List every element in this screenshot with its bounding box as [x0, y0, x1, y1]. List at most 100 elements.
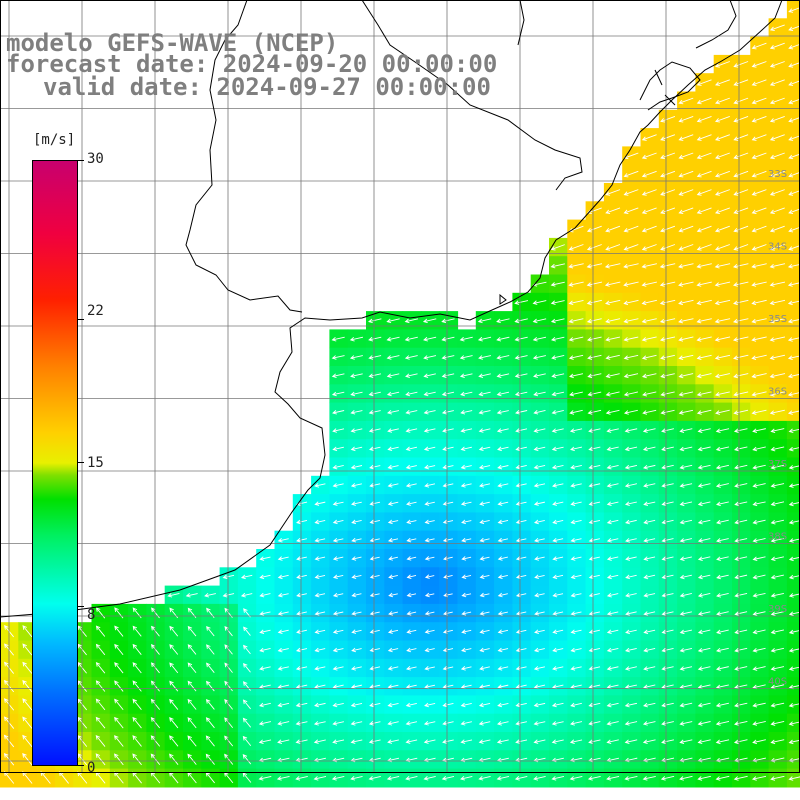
wind-arrow [95, 680, 106, 692]
wind-arrow [406, 629, 417, 634]
wind-arrow [514, 318, 528, 324]
wind-arrow [479, 519, 490, 525]
wind-arrow [479, 574, 490, 579]
wind-arrow [332, 483, 344, 488]
wind-arrow [606, 501, 619, 506]
wind-arrow [533, 666, 545, 671]
wind-arrow [331, 373, 345, 378]
wind-arrow [368, 721, 381, 726]
wind-arrow [696, 281, 712, 287]
wind-arrow [424, 592, 435, 598]
wind-arrow [479, 537, 490, 543]
wind-arrow [641, 152, 657, 160]
wind-arrow [132, 735, 142, 747]
wind-arrow [623, 170, 639, 178]
colorbar-tick [78, 606, 84, 607]
wind-arrow [423, 410, 436, 415]
wind-arrow [679, 593, 692, 598]
wind-arrow [770, 483, 785, 488]
wind-arrow [551, 410, 564, 415]
wind-arrow [788, 428, 800, 434]
wind-arrow [660, 115, 676, 123]
wind-arrow [788, 776, 800, 781]
wind-arrow [350, 464, 363, 470]
wind-arrow [477, 318, 492, 324]
wind-arrow [368, 446, 381, 452]
valid-date: valid date: 2024-09-27 00:00:00 [43, 73, 491, 101]
wind-arrow [515, 428, 528, 433]
wind-arrow [423, 428, 436, 433]
wind-arrow [478, 373, 491, 378]
wind-arrow [479, 647, 490, 653]
wind-arrow [369, 537, 380, 543]
wind-arrow [533, 446, 546, 452]
wind-arrow [331, 776, 345, 781]
wind-arrow [605, 373, 620, 379]
colorbar-label-8: 8 [87, 607, 96, 623]
wind-arrow [332, 537, 344, 543]
wind-arrow [696, 336, 712, 342]
wind-arrow [624, 428, 638, 433]
wind-arrow [714, 263, 731, 269]
wind-arrow [788, 483, 800, 488]
wind-arrow [442, 666, 454, 671]
wind-arrow [205, 698, 215, 710]
wind-arrow [497, 611, 508, 616]
wind-arrow [661, 464, 674, 470]
wind-arrow [788, 556, 800, 562]
wind-arrow [369, 519, 380, 525]
wind-arrow [460, 666, 472, 671]
wind-arrow [587, 373, 602, 379]
colorbar-unit: [m/s] [33, 132, 76, 148]
wind-arrow [515, 501, 527, 506]
colorbar-label-22: 22 [87, 303, 104, 319]
wind-arrow [660, 152, 676, 160]
wind-arrow [314, 574, 326, 580]
wind-arrow [150, 716, 161, 729]
wind-arrow [424, 483, 436, 488]
wind-arrow [660, 134, 676, 141]
wind-arrow [569, 409, 583, 415]
wind-arrow [769, 354, 786, 361]
wind-arrow [187, 680, 197, 692]
wind-arrow [733, 79, 749, 86]
wind-arrow [788, 80, 800, 86]
wind-arrow [515, 739, 528, 744]
wind-arrow [623, 281, 639, 287]
wind-arrow [496, 355, 510, 360]
wind-arrow [386, 776, 400, 781]
wind-arrow [696, 373, 712, 379]
wind-arrow [332, 556, 344, 561]
wind-arrow [752, 702, 766, 708]
wind-arrow [388, 574, 398, 579]
wind-arrow [552, 647, 564, 653]
wind-arrow [570, 556, 582, 561]
wind-arrow [442, 519, 454, 525]
wind-arrow [661, 666, 674, 671]
wind-arrow [423, 721, 436, 726]
wind-arrow [550, 318, 565, 324]
wind-arrow [551, 739, 564, 744]
wind-arrow [588, 464, 601, 470]
wind-arrow [533, 464, 546, 470]
wind-arrow [460, 446, 472, 452]
wind-arrow [641, 170, 657, 178]
wind-arrow [605, 299, 621, 306]
wind-arrow [623, 409, 638, 415]
wind-arrow [224, 735, 234, 747]
wind-arrow [606, 556, 619, 561]
wind-arrow [332, 410, 345, 415]
wind-arrow [224, 626, 233, 637]
wind-arrow [95, 753, 106, 766]
wind-arrow [349, 355, 363, 360]
wind-arrow [514, 336, 528, 342]
wind-arrow [369, 592, 380, 598]
wind-arrow [259, 629, 271, 635]
wind-arrow [404, 336, 418, 342]
wind-arrow [551, 355, 565, 360]
wind-arrow [497, 446, 509, 452]
wind-arrow [224, 644, 233, 655]
wind-arrow [751, 299, 767, 306]
wind-arrow [350, 776, 363, 781]
wind-arrow [643, 519, 656, 525]
